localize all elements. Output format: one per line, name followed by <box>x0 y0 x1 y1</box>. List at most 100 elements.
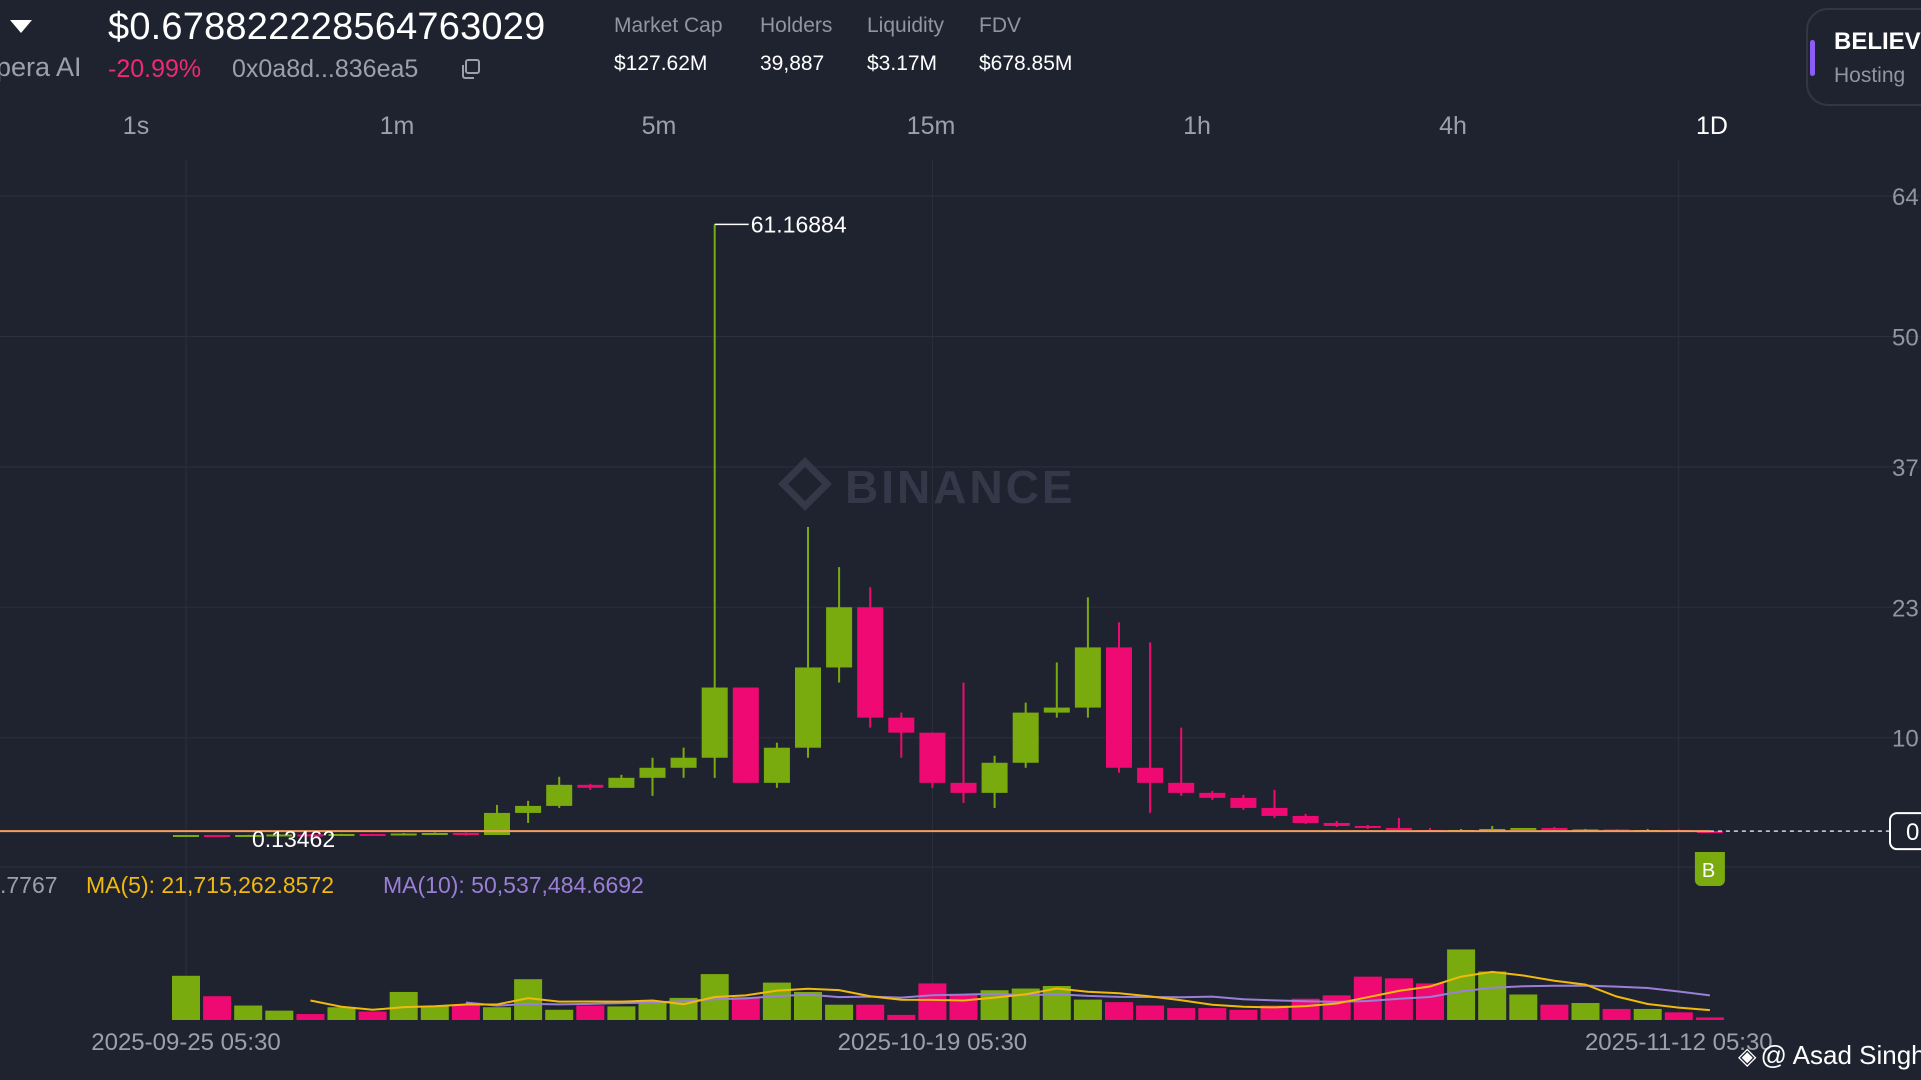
y-tick-label: 50 <box>1892 324 1919 351</box>
x-tick-label: 2025-10-19 05:30 <box>838 1029 1028 1056</box>
copy-icon[interactable] <box>459 58 481 80</box>
candle-body <box>1199 792 1226 798</box>
y-tick-label: 23 <box>1892 595 1919 622</box>
candle-body <box>452 832 479 835</box>
ma5-label: MA(5): 21,715,262.8572 <box>86 872 334 898</box>
volume-bar <box>1042 986 1071 1020</box>
candle-body <box>919 732 946 783</box>
volume-bar <box>1571 1003 1600 1020</box>
candle-body <box>1043 707 1070 713</box>
candle-body <box>888 717 915 733</box>
candle-body <box>546 784 573 806</box>
candle-body <box>1354 825 1381 828</box>
candle-body <box>1012 712 1039 763</box>
volume-bar <box>1198 1008 1227 1020</box>
stat-market-cap: Market Cap $127.62M <box>614 14 723 76</box>
volume-bar <box>1540 1004 1569 1020</box>
hosting-pill[interactable]: BELIEV Hosting <box>1806 8 1921 106</box>
candle-body <box>577 784 604 788</box>
volume-bar <box>1633 1008 1662 1020</box>
stat-label: Holders <box>760 14 833 37</box>
contract-address[interactable]: 0x0a8d...836ea5 <box>232 55 419 83</box>
candle-body <box>421 832 448 835</box>
candle-body <box>1261 807 1288 816</box>
token-header: $0.678822228564763029 pera AI -20.99% 0x… <box>0 0 1921 118</box>
candle-body <box>795 667 821 748</box>
candle-body <box>1230 797 1257 808</box>
chevron-down-icon[interactable] <box>10 20 32 33</box>
volume-bar <box>327 1007 356 1020</box>
volume-bar <box>576 1005 605 1020</box>
volume-bar <box>420 1006 449 1020</box>
tab-1d[interactable]: 1D <box>1696 112 1728 140</box>
volume-bar <box>731 997 760 1020</box>
ma5-line <box>310 970 1710 1012</box>
tab-15m[interactable]: 15m <box>906 112 956 140</box>
volume-bar <box>1291 998 1320 1020</box>
volume-bar <box>794 991 822 1020</box>
pill-subtitle: Hosting <box>1834 64 1906 87</box>
tab-1m[interactable]: 1m <box>379 112 415 140</box>
candle-body <box>173 834 199 837</box>
y-tick-label: 37 <box>1892 455 1919 482</box>
candle-body <box>297 834 324 837</box>
x-tick-label: 2025-09-25 05:30 <box>91 1029 281 1056</box>
stat-liquidity: Liquidity $3.17M <box>867 14 944 76</box>
y-tick-label: 64 <box>1892 184 1919 211</box>
volume-bar <box>483 1007 511 1020</box>
volume-bar <box>1416 983 1444 1020</box>
volume-bar <box>1478 971 1507 1020</box>
stat-value: 39,887 <box>760 52 825 75</box>
candle-body <box>1292 815 1319 823</box>
volume-bar <box>234 1005 263 1020</box>
candle-body <box>515 805 542 813</box>
stat-label: Liquidity <box>867 14 945 37</box>
candle-body <box>608 777 635 788</box>
tab-5m[interactable]: 5m <box>641 112 677 140</box>
buy-marker <box>1694 852 1725 886</box>
volume-bar <box>887 1014 916 1020</box>
tab-4h[interactable]: 4h <box>1439 112 1467 140</box>
candle-body <box>1137 767 1164 783</box>
volume-bar <box>451 1005 480 1020</box>
volume-bar <box>638 1001 667 1020</box>
volume-bar <box>762 982 791 1020</box>
candle-body <box>857 607 884 718</box>
stat-fdv: FDV $678.85M <box>979 14 1072 76</box>
volume-bar <box>607 1006 636 1020</box>
volume-bar <box>172 975 200 1020</box>
stat-value: $678.85M <box>979 52 1073 75</box>
candle-body <box>1106 647 1132 768</box>
stat-value: $3.17M <box>867 52 938 75</box>
candle-body <box>763 747 790 783</box>
ma10-label: MA(10): 50,537,484.6692 <box>383 872 644 898</box>
y-tick-label: 10 <box>1892 726 1919 753</box>
stat-value: $127.62M <box>614 52 708 75</box>
volume-bar <box>856 1004 885 1020</box>
tab-1h[interactable]: 1h <box>1183 112 1211 140</box>
volume-bar <box>825 1004 854 1020</box>
binance-logo-icon: ◈ <box>1738 1043 1757 1070</box>
candle-body <box>1074 647 1101 708</box>
candle-body <box>359 833 386 836</box>
ma10-line <box>465 984 1711 1007</box>
candle-body <box>235 834 262 837</box>
tab-1s[interactable]: 1s <box>122 112 150 140</box>
stat-label: Market Cap <box>614 14 723 37</box>
watermark-logo-icon <box>778 457 832 511</box>
candle-body <box>826 607 853 668</box>
volume-bar <box>918 983 947 1020</box>
volume-bar <box>1260 1005 1289 1020</box>
price-change-percent: -20.99% <box>108 55 202 83</box>
volume-bar <box>1602 1008 1631 1020</box>
volume-bar <box>1695 1017 1724 1020</box>
volume-bar <box>1136 1005 1165 1020</box>
volume-bar <box>1447 949 1476 1020</box>
volume-bar <box>1167 1008 1196 1020</box>
candle-body <box>701 687 728 758</box>
low-label: 0.13462 <box>252 826 335 852</box>
token-name: pera AI <box>0 52 82 82</box>
buy-marker-label: B <box>1702 860 1715 882</box>
credit: ◈ @ Asad Singh <box>1738 1040 1921 1071</box>
